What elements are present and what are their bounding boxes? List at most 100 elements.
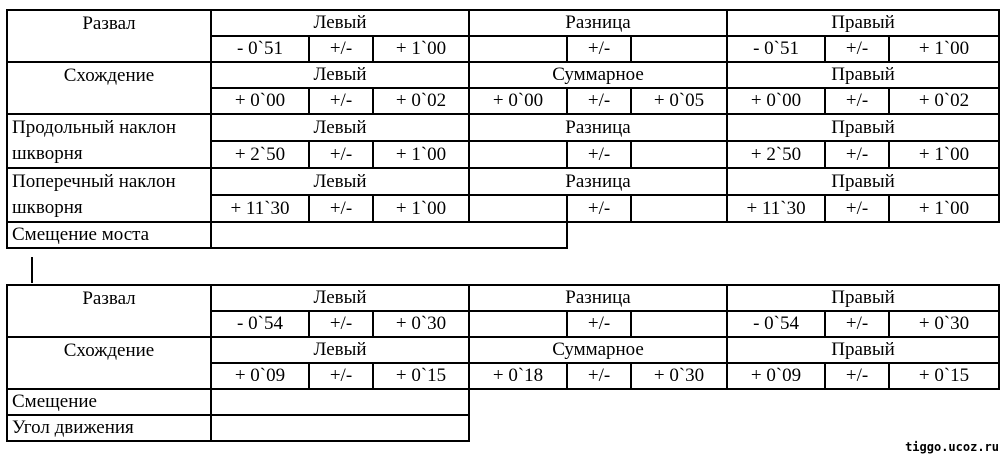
value-cell: + 0`15	[888, 362, 1001, 390]
value-cell: + 0`05	[630, 87, 729, 115]
value-cell: + 1`00	[371, 140, 471, 169]
param-thrust-angle-label: Угол движения	[6, 414, 212, 442]
thrust-angle-value	[209, 414, 471, 442]
header-right: Правый	[726, 113, 1001, 142]
value-cell: + 0`30	[888, 310, 1001, 338]
header-right: Правый	[726, 9, 1001, 37]
value-cell: + 0`30	[630, 362, 729, 390]
header-total: Суммарное	[468, 61, 729, 89]
table-row: + 11`30 +/- + 1`00 +/- + 11`30 +/- + 1`0…	[7, 194, 1001, 223]
value-cell: + 1`00	[371, 35, 471, 63]
value-cell: + 0`00	[210, 87, 310, 115]
header-left: Левый	[209, 167, 471, 196]
value-cell: +/-	[566, 87, 633, 115]
header-left: Левый	[209, 113, 471, 142]
table-row: Схождение Левый Суммарное Правый	[6, 336, 1001, 390]
param-caster-line1: Продольный наклон	[12, 117, 177, 138]
value-cell: +/-	[566, 310, 633, 338]
table-row: Развал Левый Разница Правый	[6, 284, 1001, 338]
header-left: Левый	[209, 284, 471, 312]
value-cell: + 0`30	[371, 310, 471, 338]
header-right: Правый	[726, 336, 1001, 364]
value-cell: +/-	[308, 87, 374, 115]
connector-line	[31, 257, 33, 283]
value-cell: +/-	[566, 194, 633, 223]
value-cell: +/-	[824, 87, 891, 115]
table-row: Смещение	[6, 388, 999, 416]
table-row: - 0`54 +/- + 0`30 +/- - 0`54 +/- + 0`30	[7, 310, 1001, 338]
value-cell: +/-	[566, 35, 633, 63]
value-cell	[630, 194, 729, 223]
param-caster-label: Продольный наклон шкворня	[6, 113, 212, 169]
header-right: Правый	[726, 61, 1001, 89]
header-left: Левый	[209, 61, 471, 89]
spacer	[469, 389, 999, 415]
value-cell: + 0`15	[371, 362, 471, 390]
header-difference: Разница	[468, 284, 729, 312]
param-toe-label: Схождение	[6, 61, 212, 115]
value-cell: + 0`02	[888, 87, 1001, 115]
value-cell: - 0`54	[210, 310, 310, 338]
table-row: Схождение Левый Суммарное Правый	[6, 61, 1001, 115]
value-cell: + 0`09	[210, 362, 310, 390]
param-caster-line2: шкворня	[12, 143, 83, 164]
value-cell: +/-	[308, 194, 374, 223]
param-kpi-line1: Поперечный наклон	[12, 171, 176, 192]
param-bridge-offset-label: Смещение моста	[6, 221, 212, 249]
value-cell: + 2`50	[210, 140, 310, 169]
value-cell: + 11`30	[726, 194, 827, 223]
param-kpi-label: Поперечный наклон шкворня	[6, 167, 212, 223]
offset-value	[209, 388, 471, 416]
param-kpi-line2: шкворня	[12, 197, 83, 218]
header-difference: Разница	[468, 167, 729, 196]
value-cell: +/-	[566, 362, 633, 390]
table-row: + 0`00 +/- + 0`02 + 0`00 +/- + 0`05 + 0`…	[7, 87, 1001, 115]
value-cell	[630, 310, 729, 338]
value-cell: + 2`50	[726, 140, 827, 169]
alignment-table-before: Развал Левый Разница Правый - 0`51 +/- +…	[6, 9, 1001, 249]
value-cell: + 1`00	[371, 194, 471, 223]
value-cell: +/-	[824, 194, 891, 223]
value-cell: +/-	[824, 310, 891, 338]
value-cell	[468, 310, 569, 338]
value-cell: +/-	[824, 362, 891, 390]
value-cell: + 0`00	[726, 87, 827, 115]
watermark: tiggo.ucoz.ru	[905, 440, 999, 454]
value-cell: +/-	[308, 310, 374, 338]
value-cell: + 1`00	[888, 35, 1001, 63]
header-difference: Разница	[468, 9, 729, 37]
header-right: Правый	[726, 284, 1001, 312]
header-left: Левый	[209, 336, 471, 364]
value-cell: +/-	[308, 362, 374, 390]
header-right: Правый	[726, 167, 1001, 196]
header-left: Левый	[209, 9, 471, 37]
value-cell: +/-	[308, 35, 374, 63]
table-row: Развал Левый Разница Правый	[6, 9, 1001, 63]
param-camber-label: Развал	[6, 284, 212, 338]
value-cell: + 0`00	[468, 87, 569, 115]
value-cell	[630, 35, 729, 63]
value-cell: + 11`30	[210, 194, 310, 223]
param-offset-label: Смещение	[6, 388, 212, 416]
value-cell: +/-	[566, 140, 633, 169]
value-cell: + 0`18	[468, 362, 569, 390]
value-cell: - 0`54	[726, 310, 827, 338]
alignment-table-after: Развал Левый Разница Правый - 0`54 +/- +…	[6, 284, 1001, 442]
table-row: + 2`50 +/- + 1`00 +/- + 2`50 +/- + 1`00	[7, 140, 1001, 169]
value-cell: + 1`00	[888, 194, 1001, 223]
param-toe-label: Схождение	[6, 336, 212, 390]
table-row: Поперечный наклон шкворня Левый Разница П…	[6, 167, 1001, 223]
value-cell	[468, 194, 569, 223]
value-cell: - 0`51	[726, 35, 827, 63]
spacer	[567, 222, 999, 248]
value-cell: - 0`51	[210, 35, 310, 63]
value-cell: + 0`02	[371, 87, 471, 115]
table-row: Смещение моста	[6, 221, 999, 249]
bridge-offset-value	[209, 221, 569, 249]
value-cell	[630, 140, 729, 169]
table-row: Угол движения	[6, 414, 999, 442]
value-cell	[468, 35, 569, 63]
table-row: + 0`09 +/- + 0`15 + 0`18 +/- + 0`30 + 0`…	[7, 362, 1001, 390]
header-difference: Разница	[468, 113, 729, 142]
table-row: Продольный наклон шкворня Левый Разница П…	[6, 113, 1001, 169]
